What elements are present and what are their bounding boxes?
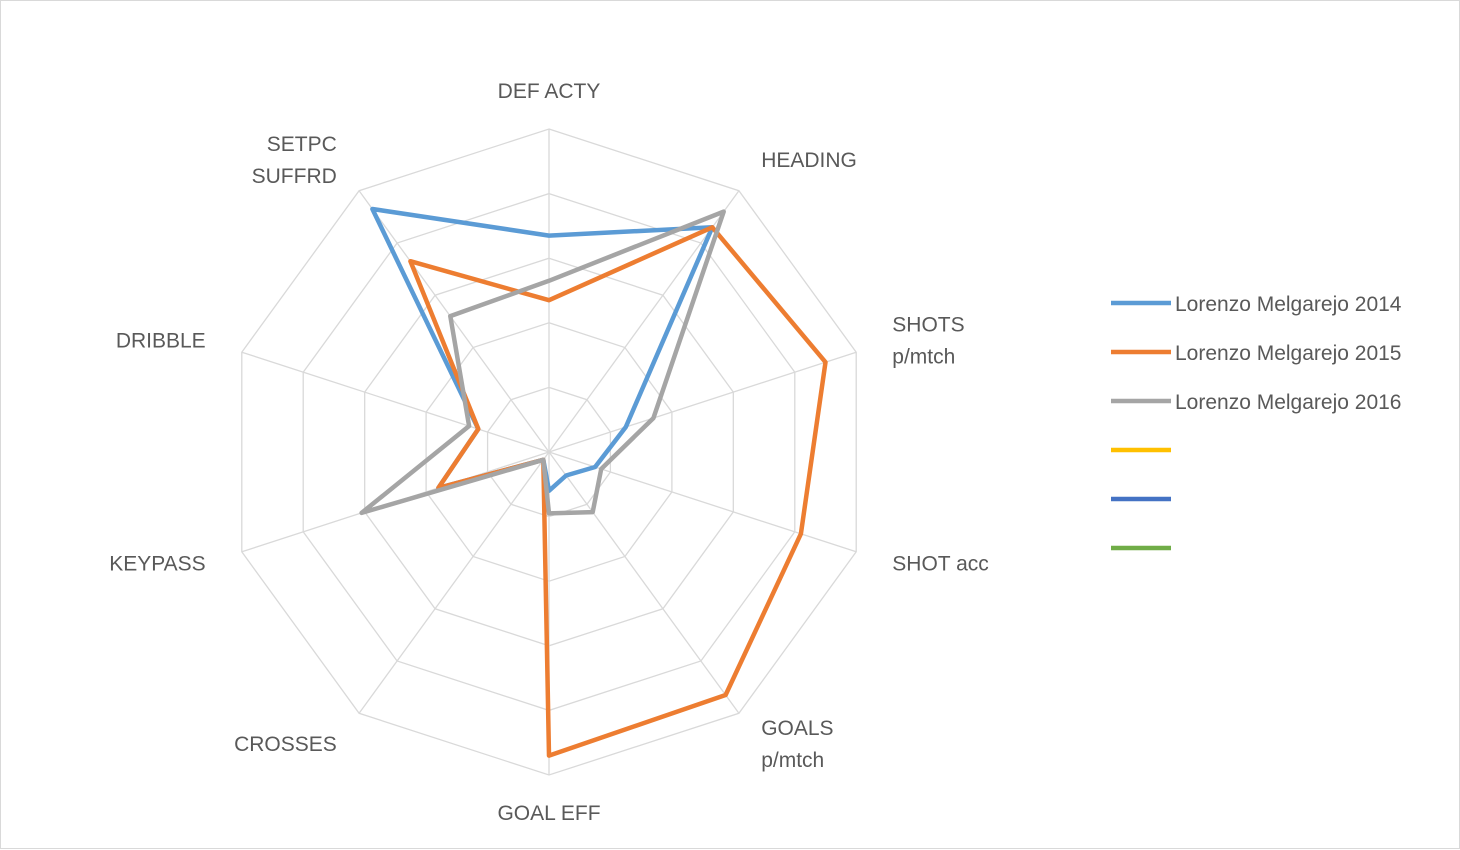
- radar-series: [359, 206, 828, 758]
- axis-label-line: DRIBBLE: [116, 329, 206, 352]
- axis-label: HEADING: [761, 149, 857, 172]
- axis-spoke: [358, 190, 550, 453]
- axis-label: CROSSES: [234, 733, 337, 756]
- axis-label: DRIBBLE: [116, 329, 206, 352]
- axis-spoke: [548, 451, 740, 714]
- axis-spoke: [548, 351, 857, 453]
- axis-labels: DEF ACTY HEADING SHOTS p/mtch SHOT acc GOALS p…: [109, 80, 989, 825]
- axis-label: GOALS p/mtch: [761, 717, 833, 772]
- axis-label-line: CROSSES: [234, 733, 337, 756]
- axis-label: SHOT acc: [892, 553, 988, 576]
- axis-label-line: GOALS: [761, 717, 833, 740]
- axis-label-line: KEYPASS: [109, 553, 206, 576]
- axis-label-line: GOAL EFF: [497, 802, 600, 825]
- series-line: [359, 209, 726, 516]
- axis-spoke: [241, 351, 550, 453]
- series-line: [408, 225, 828, 758]
- axis-label: GOAL EFF: [497, 802, 600, 825]
- series-line: [370, 206, 715, 494]
- axis-label: KEYPASS: [109, 553, 206, 576]
- axis-label-line: HEADING: [761, 149, 857, 172]
- axis-label: SHOTS p/mtch: [892, 313, 964, 368]
- legend: Lorenzo Melgarejo 2014 Lorenzo Melgarejo …: [1111, 293, 1402, 551]
- legend-label: Lorenzo Melgarejo 2014: [1175, 293, 1402, 316]
- axis-label: SETPC SUFFRD: [252, 133, 337, 188]
- axis-label-line: p/mtch: [892, 345, 955, 368]
- legend-label: Lorenzo Melgarejo 2015: [1175, 342, 1402, 365]
- axis-label-line: p/mtch: [761, 749, 824, 772]
- legend-label: Lorenzo Melgarejo 2016: [1175, 391, 1402, 414]
- axis-spoke: [358, 451, 550, 714]
- axis-label-line: SHOT acc: [892, 553, 988, 576]
- axis-label-line: SETPC: [267, 133, 337, 156]
- axis-label-line: DEF ACTY: [498, 80, 601, 103]
- axis-label-line: SHOTS: [892, 313, 964, 336]
- axis-label: DEF ACTY: [498, 80, 601, 103]
- axis-label-line: SUFFRD: [252, 165, 337, 188]
